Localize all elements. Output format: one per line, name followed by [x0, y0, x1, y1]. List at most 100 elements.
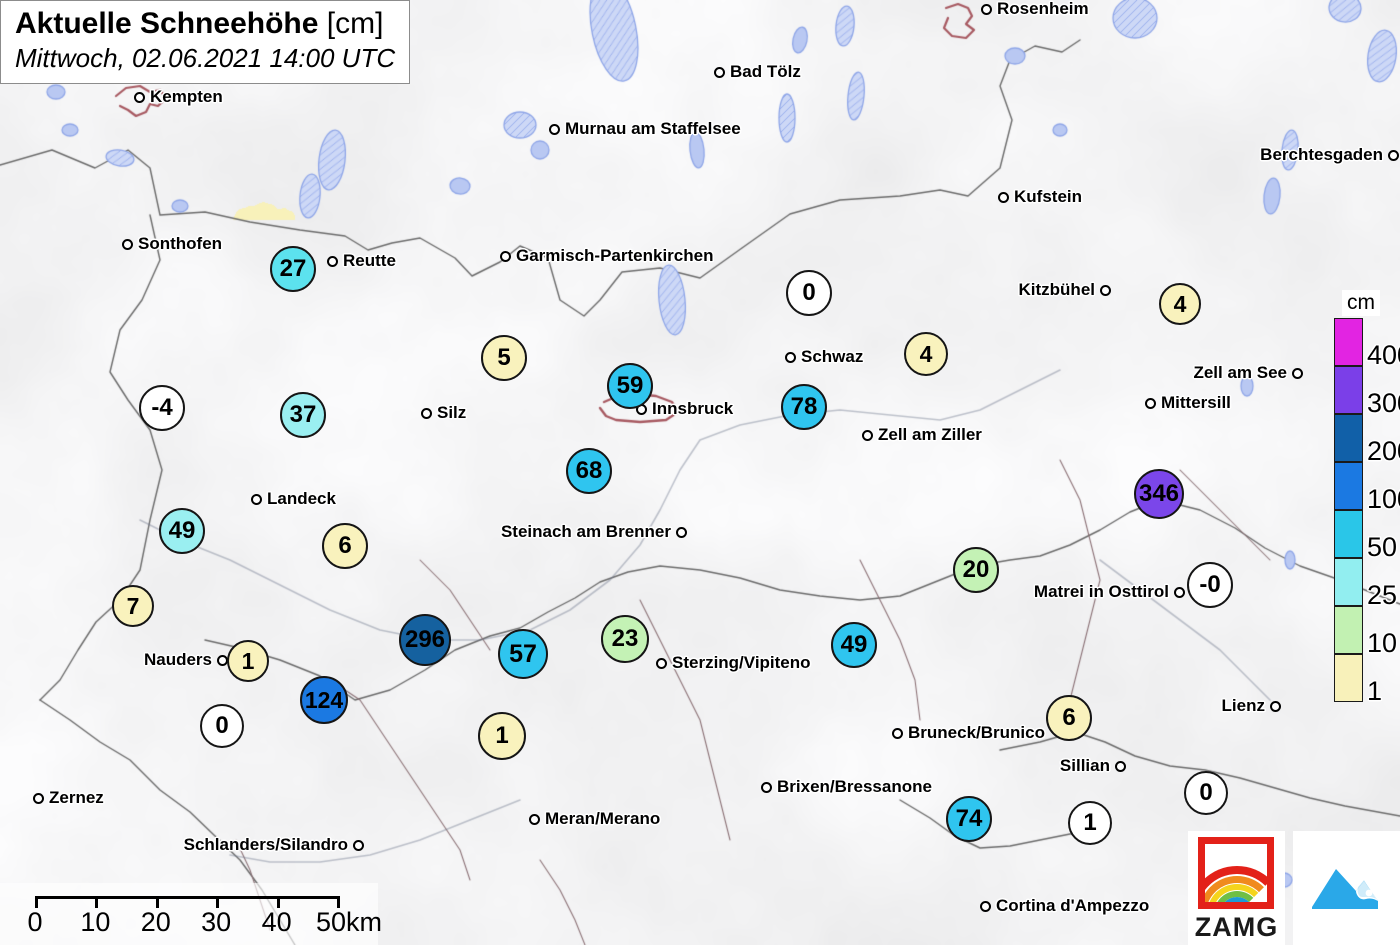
- city-marker-icon: [500, 250, 511, 262]
- city-name: Schwaz: [801, 347, 864, 366]
- mountain-icon: [1311, 869, 1378, 909]
- city-marker-icon: [529, 813, 540, 825]
- city-name: Berchtesgaden: [1260, 145, 1383, 164]
- city-marker-icon: [33, 792, 44, 804]
- scale-bar: 0 10 20 30 40 50km: [0, 883, 382, 945]
- city-marker-icon: [1145, 397, 1156, 409]
- station-marker[interactable]: 37: [280, 392, 326, 438]
- zamg-logo[interactable]: ZAMG: [1188, 831, 1285, 945]
- city-marker-icon: [122, 238, 133, 250]
- station-value: 20: [962, 556, 990, 583]
- station-marker[interactable]: 6: [322, 523, 368, 569]
- city-marker-icon: [1115, 760, 1126, 772]
- city-marker-icon: [785, 351, 796, 363]
- station-marker[interactable]: 1: [478, 712, 526, 760]
- city-name: Reutte: [343, 251, 396, 270]
- station-marker[interactable]: -0: [1187, 562, 1233, 608]
- city-label-rosenheim: Rosenheim: [981, 0, 1089, 19]
- legend-swatch-400: [1334, 318, 1363, 366]
- station-value: 59: [616, 372, 644, 399]
- station-value: 346: [1138, 480, 1180, 507]
- legend-swatch-1: [1334, 654, 1363, 702]
- station-value: 57: [509, 639, 537, 668]
- city-name: Meran/Merano: [545, 809, 661, 828]
- scale-tick: [337, 896, 340, 908]
- city-label-mittersill: Mittersill: [1145, 393, 1231, 413]
- station-marker[interactable]: 49: [159, 508, 205, 554]
- map-title-box: Aktuelle Schneehöhe [cm] Mittwoch, 02.06…: [0, 0, 411, 84]
- station-marker[interactable]: 7: [112, 585, 154, 627]
- station-marker[interactable]: 124: [300, 676, 348, 724]
- city-marker-icon: [1174, 586, 1185, 598]
- legend-swatch-10: [1334, 606, 1363, 654]
- city-label-kempten: Kempten: [134, 87, 223, 107]
- city-marker-icon: [549, 123, 560, 135]
- scale-tick: [276, 896, 280, 908]
- city-marker-icon: [980, 900, 991, 912]
- station-marker[interactable]: 0: [1184, 771, 1228, 815]
- station-value: 37: [289, 401, 317, 428]
- city-name: Lienz: [1221, 696, 1265, 715]
- station-value: 5: [497, 344, 511, 371]
- city-label-silz: Silz: [421, 403, 466, 423]
- station-value: 27: [279, 255, 307, 282]
- station-marker[interactable]: 74: [946, 796, 992, 842]
- legend-label-200: 200: [1367, 436, 1400, 466]
- city-label-cortina-d-ampezzo: Cortina d'Ampezzo: [980, 896, 1149, 916]
- city-marker-icon: [327, 255, 338, 267]
- legend-label-50: 50: [1367, 532, 1398, 562]
- station-marker[interactable]: 1: [1068, 801, 1112, 845]
- title-text: Aktuelle Schneehöhe: [15, 7, 319, 40]
- city-marker-icon: [1388, 149, 1399, 161]
- station-marker[interactable]: 78: [781, 384, 827, 430]
- station-marker[interactable]: 4: [1159, 283, 1201, 325]
- city-marker-icon: [656, 657, 667, 669]
- legend-unit-label: cm: [1342, 290, 1380, 316]
- station-marker[interactable]: 27: [270, 246, 316, 292]
- city-label-sillian: Sillian: [1060, 756, 1126, 776]
- city-label-sterzing-vipiteno: Sterzing/Vipiteno: [656, 653, 811, 673]
- zamg-rainbow-icon: [1198, 837, 1274, 909]
- city-marker-icon: [676, 526, 687, 538]
- mountain-logo[interactable]: [1293, 831, 1400, 945]
- station-marker[interactable]: 59: [607, 363, 653, 409]
- city-name: Brixen/Bressanone: [777, 777, 932, 796]
- city-name: Garmisch-Partenkirchen: [516, 246, 714, 265]
- station-marker[interactable]: 0: [786, 270, 832, 316]
- station-marker[interactable]: 5: [481, 335, 527, 381]
- city-marker-icon: [714, 66, 725, 78]
- station-value: 0: [215, 712, 229, 739]
- city-label-zell-am-see: Zell am See: [1193, 363, 1303, 383]
- title-timestamp: Mittwoch, 02.06.2021 14:00 UTC: [15, 42, 396, 73]
- station-value: -0: [1199, 571, 1221, 598]
- station-value: 1: [1083, 809, 1097, 836]
- station-marker[interactable]: 296: [399, 614, 451, 666]
- city-name: Zell am Ziller: [878, 425, 982, 444]
- legend-label-25: 25: [1367, 580, 1398, 610]
- station-marker[interactable]: -4: [139, 385, 185, 431]
- city-name: Silz: [437, 403, 467, 422]
- legend-label-1: 1: [1367, 676, 1383, 706]
- city-name: Steinach am Brenner: [500, 522, 671, 541]
- station-value: 68: [575, 457, 603, 484]
- station-marker[interactable]: 20: [953, 547, 999, 593]
- city-label-murnau-am-staffelsee: Murnau am Staffelsee: [549, 119, 741, 139]
- station-value: 49: [168, 517, 196, 544]
- station-marker[interactable]: 57: [498, 629, 548, 679]
- station-marker[interactable]: 0: [200, 704, 244, 748]
- station-marker[interactable]: 1: [227, 640, 269, 682]
- city-label-lienz: Lienz: [1222, 696, 1281, 716]
- city-name: Bad Tölz: [730, 62, 801, 81]
- station-marker[interactable]: 6: [1046, 695, 1092, 741]
- city-name: Landeck: [267, 489, 336, 508]
- station-marker[interactable]: 23: [601, 615, 649, 663]
- station-marker[interactable]: 49: [831, 622, 877, 668]
- city-label-berchtesgaden: Berchtesgaden: [1260, 145, 1399, 165]
- city-name: Cortina d'Ampezzo: [996, 896, 1150, 915]
- station-marker[interactable]: 4: [904, 332, 948, 376]
- station-value: -4: [151, 394, 173, 421]
- city-marker-icon: [251, 493, 262, 505]
- station-marker[interactable]: 68: [566, 448, 612, 494]
- scale-tick-label: 10: [80, 907, 111, 937]
- station-marker[interactable]: 346: [1134, 469, 1184, 519]
